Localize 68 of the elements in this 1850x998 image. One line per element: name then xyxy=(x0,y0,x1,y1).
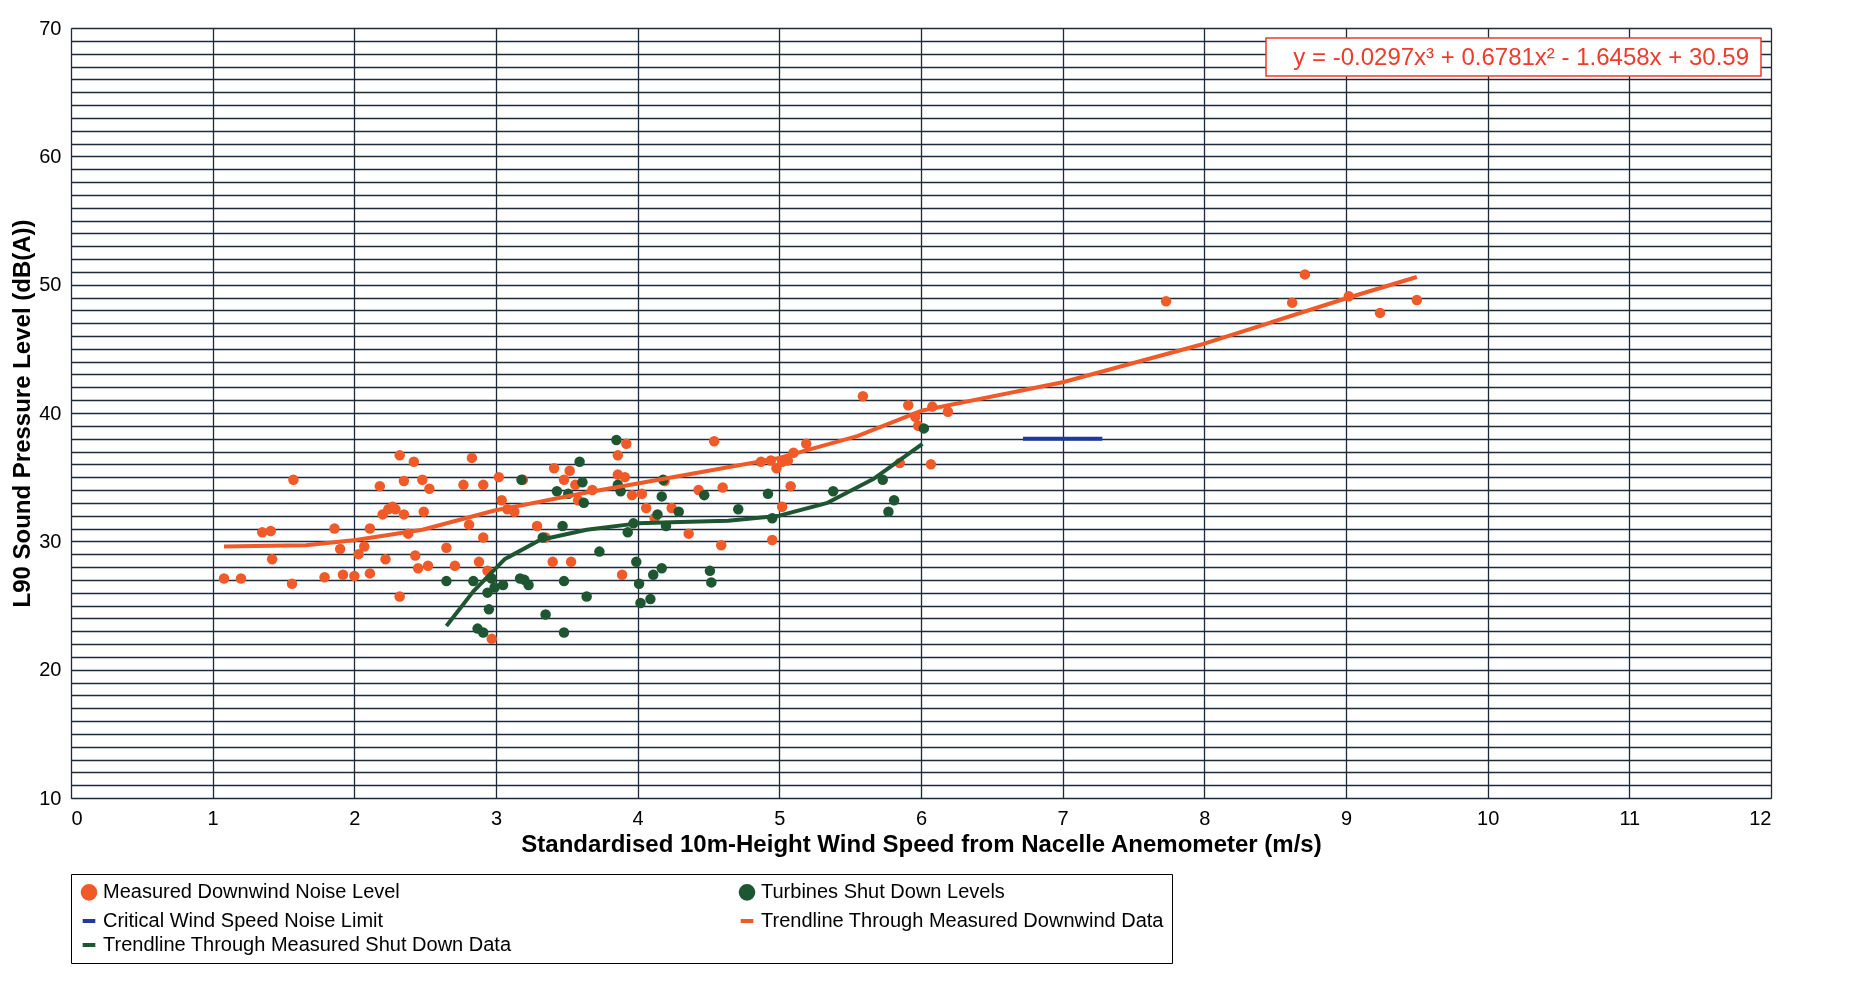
point xyxy=(648,569,659,580)
point xyxy=(733,504,744,515)
x-tick-label: 4 xyxy=(632,806,644,829)
point xyxy=(594,546,605,557)
point xyxy=(633,578,645,589)
point xyxy=(558,575,570,587)
annotation: y = -0.0297x³ + 0.6781x² - 1.6458x + 30.59 xyxy=(1293,43,1749,70)
point xyxy=(540,609,551,620)
legend-label: Turbines Shut Down Levels xyxy=(761,880,1005,903)
point xyxy=(883,506,894,518)
point xyxy=(656,491,667,502)
point xyxy=(551,486,563,497)
x-tick-label: 9 xyxy=(1340,806,1353,829)
point xyxy=(673,506,684,518)
y-tick-label: 10 xyxy=(39,786,62,809)
y-tick-label: 30 xyxy=(39,529,62,552)
legend-label: Trendline Through Measured Downwind Data xyxy=(761,909,1165,931)
x-tick-label: 2 xyxy=(349,806,361,829)
point xyxy=(577,477,588,488)
point xyxy=(468,575,479,587)
point xyxy=(574,456,585,467)
legend-label: Measured Downwind Noise Level xyxy=(103,880,400,903)
point xyxy=(888,495,900,506)
y-tick-label: 50 xyxy=(39,273,62,296)
legend-label: Critical Wind Speed Noise Limit xyxy=(103,909,384,931)
x-tick-label: 11 xyxy=(1619,806,1641,829)
point xyxy=(762,488,774,500)
point xyxy=(611,434,622,446)
x-tick-label: 10 xyxy=(1477,806,1500,829)
point xyxy=(557,520,568,532)
point xyxy=(489,582,500,593)
point xyxy=(645,593,656,605)
point xyxy=(918,423,930,434)
line-series xyxy=(444,441,925,629)
point xyxy=(523,579,534,591)
point xyxy=(699,489,710,501)
x-tick-label: 8 xyxy=(1199,806,1211,829)
point xyxy=(635,597,646,609)
y-tick-label: 20 xyxy=(39,658,62,681)
y-tick-label: 70 xyxy=(39,16,62,39)
point xyxy=(652,509,663,520)
point xyxy=(622,527,633,538)
y-tick-label: 60 xyxy=(39,144,62,167)
point xyxy=(631,556,642,568)
x-tick-label: 12 xyxy=(1749,806,1772,829)
x-axis-title: Standardised 10m-Height Wind Speed from Nacelle Anemometer (m/s) xyxy=(521,829,1322,857)
legend-label: Trendline Through Measured Shut Down Data xyxy=(103,933,512,955)
x-tick-label: 5 xyxy=(774,806,786,829)
point xyxy=(558,627,570,638)
point xyxy=(704,565,716,577)
point xyxy=(441,575,452,587)
point xyxy=(478,627,489,638)
x-tick-label: 0 xyxy=(71,806,83,829)
x-tick-label: 3 xyxy=(490,806,503,829)
point xyxy=(578,497,590,509)
point xyxy=(827,486,839,497)
point xyxy=(877,474,888,485)
x-tick-label: 7 xyxy=(1057,806,1069,829)
point xyxy=(482,587,493,598)
x-tick-label: 1 xyxy=(207,806,219,829)
point xyxy=(656,563,667,574)
point xyxy=(497,579,509,591)
y-axis-title: L90 Sound Pressure Level (dB(A)) xyxy=(8,219,36,608)
point xyxy=(483,604,495,615)
x-tick-label: 6 xyxy=(915,806,928,829)
y-tick-label: 40 xyxy=(39,401,62,424)
point xyxy=(581,591,592,602)
point xyxy=(706,577,717,588)
